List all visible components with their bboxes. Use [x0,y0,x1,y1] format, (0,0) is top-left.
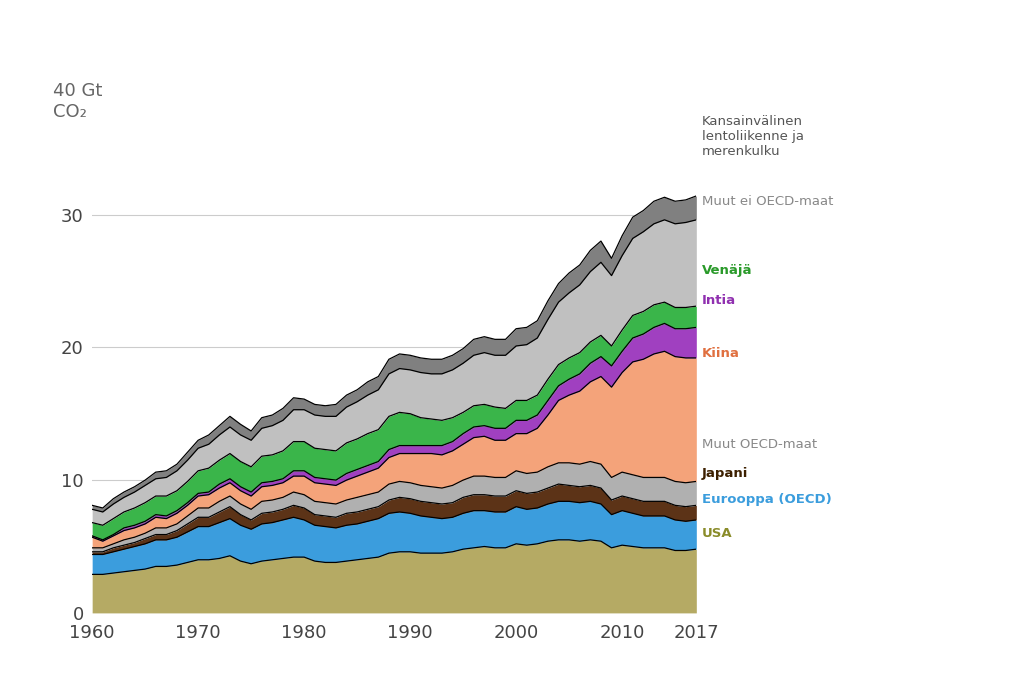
Text: Eurooppa (OECD): Eurooppa (OECD) [701,494,831,507]
Text: Kiina: Kiina [701,347,739,360]
Text: Intia: Intia [701,294,736,307]
Text: Muut OECD-maat: Muut OECD-maat [701,438,817,451]
Text: USA: USA [701,526,732,539]
Text: Kansainvälinen
lentoliikenne ja
merenkulku: Kansainvälinen lentoliikenne ja merenkul… [701,115,804,158]
Text: Venäjä: Venäjä [701,264,752,276]
Text: Muut ei OECD-maat: Muut ei OECD-maat [701,195,833,208]
Text: Japani: Japani [701,467,748,480]
Text: 40 Gt
CO₂: 40 Gt CO₂ [53,82,102,121]
